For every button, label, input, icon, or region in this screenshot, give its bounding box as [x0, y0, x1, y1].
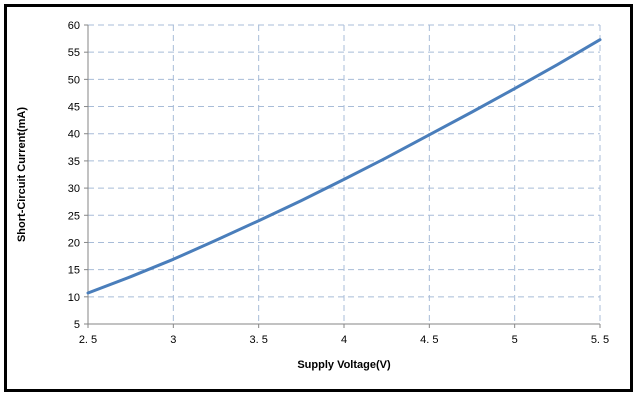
x-tick-label: 4. 5	[420, 334, 438, 346]
x-tick-labels: 2. 5 3 3. 5 4 4. 5 5 5. 5	[79, 334, 609, 346]
axes	[84, 24, 601, 328]
y-tick-label: 25	[68, 210, 80, 222]
y-tick-label: 20	[68, 237, 80, 249]
y-tick-label: 50	[68, 74, 80, 86]
y-tick-label: 60	[68, 20, 80, 32]
x-tick-label: 2. 5	[79, 334, 97, 346]
x-gridlines	[172, 25, 601, 324]
x-axis-label: Supply Voltage(V)	[297, 359, 391, 371]
y-tick-label: 15	[68, 265, 80, 277]
x-tick-label: 3	[170, 334, 176, 346]
x-tick-label: 4	[341, 334, 347, 346]
x-tick-label: 5. 5	[591, 334, 609, 346]
y-tick-label: 40	[68, 129, 80, 141]
y-tick-label: 30	[68, 183, 80, 195]
y-tick-label: 55	[68, 47, 80, 59]
x-tick-label: 5	[512, 334, 518, 346]
y-tick-label: 10	[68, 292, 80, 304]
y-tick-label: 35	[68, 156, 80, 168]
y-tick-labels: 5 10 15 20 25 30 35 40 45 50 55 60	[68, 20, 80, 331]
x-tick-label: 3. 5	[249, 334, 267, 346]
y-axis-label: Short-Circuit Current(mA)	[16, 107, 28, 242]
y-tick-label: 45	[68, 102, 80, 114]
y-tick-label: 5	[74, 319, 80, 331]
series-line	[86, 38, 602, 295]
series-group	[86, 38, 602, 295]
